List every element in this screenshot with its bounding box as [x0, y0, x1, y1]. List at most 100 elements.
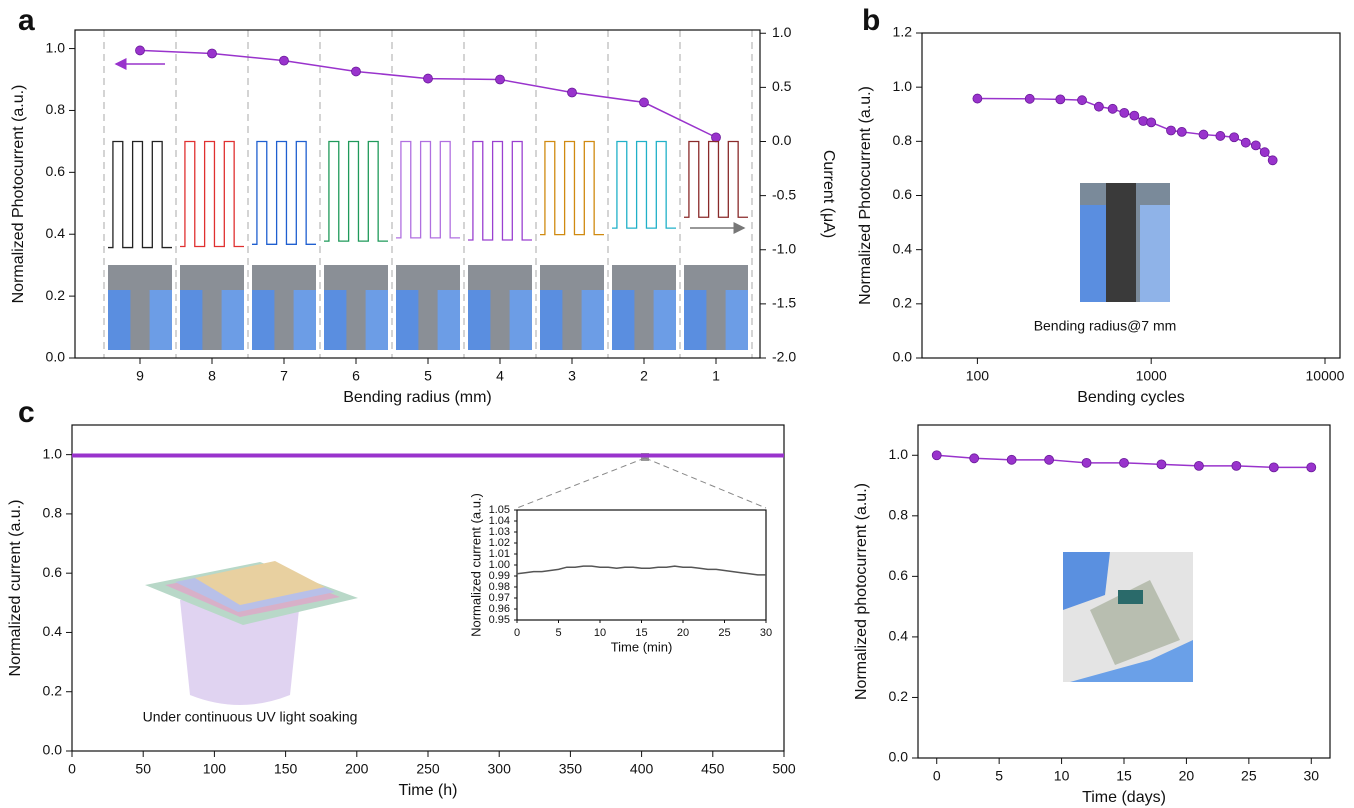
y-tick-label: 0.6	[893, 186, 913, 202]
x-tick-label: 15	[635, 627, 647, 639]
y-tick-label: 0.4	[889, 628, 909, 644]
x-tick-label: 30	[1303, 767, 1319, 783]
y-tick-label: 0.6	[46, 163, 66, 179]
marker	[1138, 116, 1149, 126]
x-tick-label: 1000	[1136, 367, 1167, 383]
x-tick-label: 3	[568, 368, 576, 384]
y-tick-label: 1.00	[489, 559, 510, 571]
x-tick-label: 25	[718, 627, 730, 639]
x-tick-label: 10000	[1306, 367, 1345, 383]
y2-tick-label: -0.5	[772, 186, 796, 202]
marker	[1107, 103, 1118, 114]
marker	[1306, 462, 1317, 473]
y-tick-label: 0.98	[489, 581, 510, 593]
x-tick-label: 4	[496, 368, 504, 384]
current-trace	[684, 140, 748, 218]
y-tick-label: 0.8	[893, 132, 913, 148]
marker	[1259, 147, 1270, 158]
photo	[396, 290, 419, 350]
x-axis-title: Time (days)	[1082, 789, 1166, 806]
y-tick-label: 0.4	[43, 623, 63, 639]
panel-label: c	[18, 396, 35, 429]
photo	[1063, 552, 1193, 682]
marker	[1077, 95, 1087, 106]
y-tick-label: 0.99	[489, 570, 510, 582]
y-tick-label: 1.0	[46, 39, 66, 55]
marker	[1146, 117, 1157, 128]
x-tick-label: 7	[280, 368, 288, 384]
photo	[684, 290, 707, 350]
y-tick-label: 1.0	[893, 78, 913, 94]
y-tick-label: 0.96	[489, 603, 510, 615]
photo	[108, 290, 131, 350]
current-trace	[540, 140, 604, 236]
marker	[279, 55, 289, 66]
marker	[1267, 155, 1278, 166]
chart: 0.0 0.2 0.4 0.6 0.8 1.0 0 5 10 15 20 25 30 Time (days…	[853, 424, 1331, 806]
marker	[1231, 460, 1242, 471]
current-trace	[612, 140, 676, 229]
x-tick-label: 5	[424, 368, 432, 384]
photo	[612, 290, 635, 350]
y-axis-title: Normalized Photocurrent (a.u.)	[10, 85, 27, 304]
zoom-line	[644, 457, 767, 509]
x-axis-title: Time (min)	[611, 639, 673, 654]
photo	[509, 290, 532, 350]
y-axis-title: Normalized current (a.u.)	[7, 500, 24, 677]
chart: 0.0 0.2 0.4 0.6 0.8 1.0 -2.0 -1.5 -1.0 -0.5 0.0 0.5…	[10, 4, 837, 406]
y2-axis-title: Current (μA)	[820, 150, 837, 238]
y-tick-label: 0.2	[889, 688, 909, 704]
photo	[540, 290, 563, 350]
panel-label: a	[18, 4, 35, 37]
photo	[324, 290, 347, 350]
y-tick-label: 0.8	[43, 505, 63, 521]
y-tick-label: 0.2	[43, 682, 63, 698]
y-axis-title: Normalized current (a.u.)	[468, 493, 483, 637]
y2-tick-label: 0.0	[772, 132, 792, 148]
y-axis-title: Normalized photocurrent (a.u.)	[853, 483, 870, 700]
photo	[468, 290, 491, 350]
x-tick-label: 20	[1179, 767, 1195, 783]
marker	[1024, 93, 1035, 104]
marker	[969, 453, 980, 464]
x-tick-label: 150	[274, 760, 298, 776]
marker	[1166, 125, 1176, 136]
x-tick-label: 450	[701, 760, 725, 776]
y-tick-label: 0.97	[489, 592, 510, 604]
annotation: Bending radius@7 mm	[1034, 318, 1177, 334]
y-tick-label: 1.03	[489, 526, 510, 538]
y-tick-label: 0.0	[889, 749, 909, 765]
photo	[365, 290, 388, 350]
chart: 0.950.960.970.980.991.001.011.021.031.04…	[468, 493, 772, 654]
y-tick-label: 0.4	[46, 225, 66, 241]
y2-tick-label: -1.5	[772, 295, 796, 311]
device-illustration	[145, 561, 358, 705]
y-tick-label: 1.0	[43, 445, 63, 461]
photo	[221, 290, 244, 350]
chart: 0.00.20.40.60.81.00 50 100 150 200 250 300 350 4…	[7, 396, 796, 799]
x-tick-label: 100	[966, 367, 990, 383]
x-tick-label: 5	[995, 767, 1003, 783]
x-tick-label: 100	[203, 760, 227, 776]
series-line	[516, 565, 766, 576]
marker	[1156, 459, 1167, 470]
marker	[1215, 131, 1226, 141]
y-tick-label: 0.8	[889, 507, 909, 523]
plot-frame	[917, 424, 1331, 759]
current-trace	[468, 140, 532, 241]
plot-frame	[921, 32, 1341, 359]
photo	[180, 290, 203, 350]
annotation: Under continuous UV light soaking	[143, 709, 358, 725]
y2-tick-label: -2.0	[772, 349, 796, 365]
y-tick-label: 0.0	[46, 349, 66, 365]
y-tick-label: 0.6	[43, 564, 63, 580]
photo	[653, 290, 676, 350]
marker	[1129, 110, 1140, 121]
series-line	[139, 49, 717, 139]
x-tick-label: 300	[488, 760, 512, 776]
marker	[711, 132, 721, 143]
marker	[639, 97, 649, 108]
x-tick-label: 9	[136, 368, 144, 384]
marker	[1250, 140, 1261, 151]
